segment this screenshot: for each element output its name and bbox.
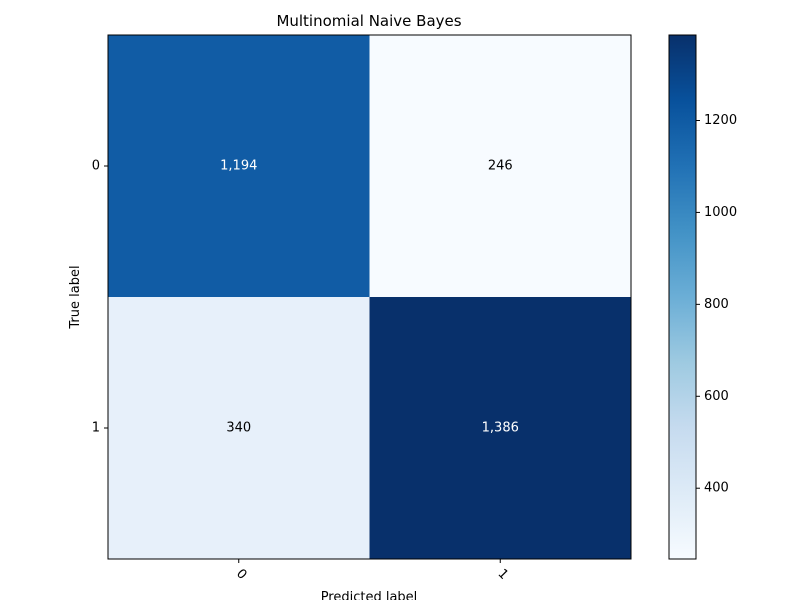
y-axis-ticks: 01	[92, 159, 108, 436]
chart-title: Multinomial Naive Bayes	[276, 12, 461, 30]
cell-label-1-0: 340	[226, 421, 251, 436]
matrix-cell-labels: 1,194 246 340 1,386	[220, 159, 519, 436]
colorbar-tick-label-2: 800	[704, 297, 729, 312]
matrix-cells	[108, 35, 631, 559]
x-tick-label-0: 0	[233, 566, 249, 582]
cell-label-0-0: 1,194	[220, 159, 257, 174]
x-axis-label: Predicted label	[321, 590, 418, 600]
matrix-cell-0-0	[108, 35, 370, 297]
colorbar-tick-label-4: 1200	[704, 113, 737, 128]
x-tick-label-1: 1	[494, 566, 510, 582]
colorbar	[668, 34, 697, 560]
matrix-cell-1-1	[369, 297, 631, 559]
y-tick-label-1: 1	[92, 421, 100, 436]
y-tick-label-0: 0	[92, 159, 100, 174]
colorbar-tick-label-0: 400	[704, 481, 729, 496]
matrix-cell-1-0	[108, 297, 370, 559]
cell-label-0-1: 246	[488, 159, 513, 174]
y-axis-label: True label	[68, 265, 83, 329]
colorbar-tick-label-1: 600	[704, 389, 729, 404]
colorbar-tick-label-3: 1000	[704, 205, 737, 220]
colorbar-ticks: 400 600 800 1000 1200	[696, 113, 737, 496]
cell-label-1-1: 1,386	[482, 421, 519, 436]
plot-frame	[107, 34, 632, 560]
matrix-cell-0-1	[369, 35, 631, 297]
